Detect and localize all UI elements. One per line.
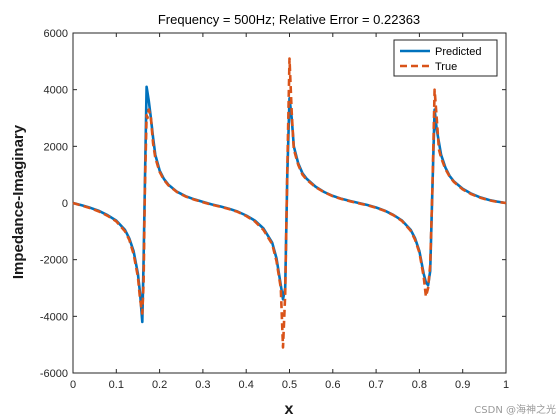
series-line-true <box>72 57 507 349</box>
axis-ticks: 0 0.1 0.2 0.3 0.4 0.5 0.6 0.7 0.8 0.9 1 -6000 -4000 -… <box>40 28 509 391</box>
watermark: CSDN @海神之光 <box>474 405 556 416</box>
series-layer <box>72 57 507 349</box>
x-tick-label: 0.3 <box>195 379 210 391</box>
x-tick-label: 0.8 <box>412 379 427 391</box>
y-axis-label: Impedance-Imaginary <box>10 124 27 279</box>
legend-box <box>393 39 498 77</box>
x-tick-label: 0.7 <box>368 379 383 391</box>
y-tick-label: 4000 <box>44 85 68 97</box>
x-axis-label: x <box>285 401 294 418</box>
x-tick-label: 0.2 <box>152 379 167 391</box>
y-tick-label: 0 <box>62 198 68 210</box>
y-tick-label: -2000 <box>40 255 68 267</box>
legend: Predicted True <box>393 39 498 77</box>
x-tick-label: 0.4 <box>239 379 254 391</box>
x-tick-label: 0.9 <box>455 379 470 391</box>
x-tick-label: 0.1 <box>109 379 124 391</box>
y-tick-label: -4000 <box>40 311 68 323</box>
legend-label-predicted: Predicted <box>435 46 481 58</box>
x-tick-label: 0 <box>70 379 76 391</box>
chart-title: Frequency = 500Hz; Relative Error = 0.22… <box>158 12 420 27</box>
legend-label-true: True <box>435 61 457 73</box>
y-tick-label: 6000 <box>44 28 68 40</box>
x-tick-label: 0.5 <box>282 379 297 391</box>
y-tick-label: 2000 <box>44 141 68 153</box>
y-tick-label: -6000 <box>40 368 68 380</box>
x-tick-label: 0.6 <box>325 379 340 391</box>
x-tick-label: 1 <box>503 379 509 391</box>
